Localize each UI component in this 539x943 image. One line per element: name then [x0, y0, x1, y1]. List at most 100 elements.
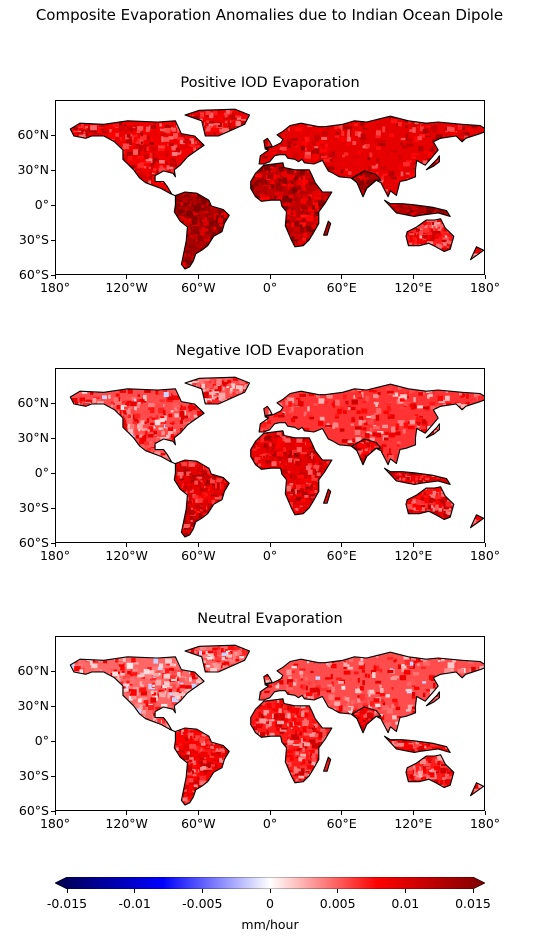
y-tick-label: 0° [34, 465, 49, 480]
x-tick-mark [126, 811, 128, 815]
x-tick-mark [412, 543, 414, 547]
x-tick-mark [197, 275, 199, 279]
x-tick-mark [126, 543, 128, 547]
y-tick-mark [51, 810, 55, 812]
x-tick-label: 60°E [326, 816, 357, 831]
x-tick-mark [341, 275, 343, 279]
panel-title: Neutral Evaporation [197, 611, 343, 627]
x-tick-label: 120°E [394, 280, 433, 295]
x-tick-mark [54, 275, 56, 279]
y-tick-label: 60°N [17, 663, 49, 678]
x-tick-label: 60°E [326, 548, 357, 563]
map-svg [69, 376, 484, 538]
colorbar-tick-label: -0.005 [182, 896, 223, 911]
panel-negative-iod: Negative IOD Evaporation 180° 120°W 60°W 0°… [0, 343, 539, 573]
coastline-indonesia [383, 467, 451, 486]
coastline-india-fill [351, 706, 382, 734]
x-tick-label: 180° [39, 280, 71, 295]
x-tick-mark [269, 275, 271, 279]
x-tick-mark [484, 275, 486, 279]
y-tick-mark [51, 507, 55, 509]
panel-title: Negative IOD Evaporation [175, 343, 365, 359]
x-tick-label: 60°W [181, 548, 216, 563]
land-africa [250, 162, 332, 247]
x-tick-mark [341, 811, 343, 815]
y-tick-label: 30°N [17, 698, 49, 713]
coastline-uk [263, 405, 273, 417]
map-plot-area [55, 100, 485, 275]
panel-neutral: Neutral Evaporation 180° 120°W 60°W 0° 60°E 1… [0, 611, 539, 841]
y-tick-label: 60°S [18, 803, 49, 818]
coastline-nz [469, 246, 484, 261]
land-south-america [174, 728, 230, 805]
y-tick-mark [51, 472, 55, 474]
coastline-greenland [184, 108, 251, 137]
coastline-north-america [69, 120, 205, 198]
colorbar-label: mm/hour [241, 917, 299, 932]
coastline-india-fill [351, 438, 382, 466]
coastline-uk [263, 673, 273, 685]
land-australia [406, 754, 454, 788]
map-plot-area [55, 636, 485, 811]
y-tick-label: 30°S [18, 500, 49, 515]
x-tick-label: 180° [469, 280, 501, 295]
coastline-indonesia [383, 199, 451, 218]
land-north-america [70, 120, 205, 197]
colorbar-tick-label: 0.005 [319, 896, 356, 911]
y-tick-mark [51, 775, 55, 777]
y-tick-mark [51, 402, 55, 404]
x-tick-mark [197, 543, 199, 547]
colorbar-tick-mark [269, 889, 271, 893]
x-tick-label: 120°W [105, 816, 148, 831]
land-africa [250, 698, 332, 783]
coastline-africa [250, 430, 333, 516]
y-tick-mark [51, 670, 55, 672]
coastline-greenland [184, 644, 251, 673]
x-tick-mark [484, 811, 486, 815]
y-tick-mark [51, 542, 55, 544]
y-tick-mark [51, 204, 55, 206]
y-tick-mark [51, 169, 55, 171]
coastline-africa [250, 698, 333, 784]
colorbar-tick-mark [201, 889, 203, 893]
map-svg [69, 108, 484, 270]
x-tick-mark [126, 275, 128, 279]
coastline-south-america [173, 459, 230, 538]
y-tick-label: 0° [34, 197, 49, 212]
coastline-greenland [184, 376, 251, 405]
x-tick-label: 60°W [181, 280, 216, 295]
colorbar-tick-label: -0.015 [46, 896, 88, 911]
coastline-north-america [69, 656, 205, 734]
y-tick-mark [51, 437, 55, 439]
panel-positive-iod: Positive IOD Evaporation 180° 120°W 60°W 0°… [0, 75, 539, 305]
x-tick-label: 180° [39, 816, 71, 831]
coastline-nz [469, 514, 484, 529]
x-tick-mark [269, 543, 271, 547]
coastline-australia [405, 218, 455, 253]
x-tick-label: 60°E [326, 280, 357, 295]
colorbar-tick-mark [404, 889, 406, 893]
x-tick-label: 0° [262, 280, 278, 295]
land-africa [250, 430, 332, 515]
figure-suptitle: Composite Evaporation Anomalies due to I… [35, 6, 504, 24]
land-north-america [70, 656, 205, 733]
y-tick-label: 30°N [17, 430, 49, 445]
coastline-africa [250, 162, 333, 248]
coastline-madagascar [323, 488, 332, 504]
x-tick-label: 120°W [105, 280, 148, 295]
colorbar-body [55, 877, 485, 889]
coastline-north-america [69, 388, 205, 466]
coastline-uk [263, 137, 273, 149]
coastline-japan [425, 691, 440, 707]
colorbar-tick-label: 0.01 [391, 896, 420, 911]
coastline-japan [425, 423, 440, 439]
x-tick-label: 120°E [394, 548, 433, 563]
land-south-america [174, 460, 230, 537]
panel-title: Positive IOD Evaporation [180, 75, 360, 91]
coastline-europe-asia [258, 651, 484, 734]
x-tick-label: 120°W [105, 548, 148, 563]
y-tick-mark [51, 705, 55, 707]
land-australia [406, 218, 454, 252]
y-tick-label: 60°N [17, 127, 49, 142]
y-tick-label: 30°S [18, 232, 49, 247]
